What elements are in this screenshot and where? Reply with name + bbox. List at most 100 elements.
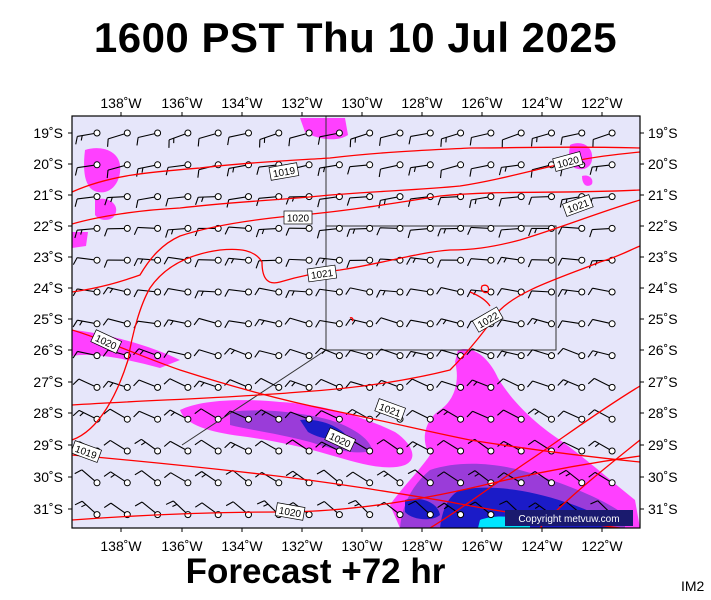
wind-barb — [376, 288, 404, 298]
wind-barb — [315, 256, 343, 266]
lat-label-left: 21˚S — [33, 187, 63, 203]
wind-barb — [284, 348, 313, 360]
isobar-label: 1021 — [306, 264, 338, 283]
wind-barb — [164, 472, 192, 487]
wind-barb — [136, 129, 162, 146]
wind-barb — [195, 193, 222, 205]
wind-barb — [254, 350, 283, 360]
wind-barb — [165, 161, 192, 176]
wind-barb — [316, 500, 343, 519]
wind-barb — [75, 129, 101, 145]
wind-barb — [587, 287, 616, 296]
wind-barb — [103, 439, 131, 455]
wind-barb — [466, 379, 495, 391]
wind-barb — [255, 224, 283, 238]
wind-barb — [497, 409, 525, 423]
lon-label-bottom: 128˚W — [401, 538, 443, 554]
wind-barb — [345, 287, 374, 296]
wind-barb — [345, 349, 374, 360]
wind-barb — [254, 287, 283, 296]
wind-barb — [134, 438, 162, 455]
wind-barb — [437, 193, 465, 206]
wind-barb — [378, 193, 404, 209]
wind-barb — [436, 380, 465, 391]
wind-barb — [527, 317, 555, 328]
page-title: 1600 PST Thu 10 Jul 2025 — [93, 14, 618, 61]
wind-barb — [376, 470, 404, 487]
wind-barb — [315, 319, 343, 328]
wind-barb — [224, 410, 252, 423]
wind-barb — [74, 161, 101, 176]
wind-barb — [498, 161, 525, 176]
wind-barb — [103, 471, 131, 487]
wind-barb — [527, 408, 555, 423]
lat-label-left: 29˚S — [33, 437, 63, 453]
wind-barb — [74, 224, 101, 239]
wind-barb — [436, 286, 465, 296]
wind-barb — [407, 469, 434, 487]
wind-barb — [227, 129, 252, 146]
copyright-text: Copyright metvuw.com — [518, 514, 619, 525]
wind-barb — [133, 348, 162, 360]
lon-label-top: 124˚W — [521, 95, 563, 111]
wind-barb — [194, 439, 222, 455]
rain-area — [582, 175, 593, 186]
wind-barb — [259, 129, 283, 148]
rain-area — [84, 148, 121, 193]
wind-barb — [437, 224, 465, 237]
isobar — [349, 317, 354, 322]
wind-barb — [589, 161, 616, 175]
wind-barb — [528, 471, 555, 487]
wind-barb — [193, 380, 222, 391]
wind-barb — [133, 256, 162, 267]
lon-label-bottom: 134˚W — [221, 538, 263, 554]
isobar — [72, 245, 640, 406]
wind-barb — [589, 224, 616, 238]
isobar — [72, 455, 640, 521]
wind-barb — [163, 409, 192, 423]
wind-barb — [254, 409, 283, 423]
wind-barb — [587, 318, 616, 328]
lon-label-top: 138˚W — [100, 95, 142, 111]
lon-label-bottom: 138˚W — [100, 538, 142, 554]
wind-barb — [254, 377, 283, 391]
wind-barb — [135, 193, 162, 208]
wind-barb — [587, 350, 616, 360]
lat-label-right: 21˚S — [648, 187, 678, 203]
wind-barb — [496, 378, 525, 391]
wind-barb — [497, 472, 525, 487]
wind-barb — [317, 161, 343, 177]
wind-barb — [163, 440, 192, 455]
isobar — [72, 146, 640, 193]
lat-label-left: 26˚S — [33, 342, 63, 358]
wind-barb — [194, 408, 222, 423]
rain-area — [72, 232, 88, 248]
isobar — [480, 284, 490, 294]
wind-barb — [496, 319, 525, 328]
wind-barb — [74, 193, 101, 207]
wind-barb — [346, 224, 374, 237]
wind-barb — [376, 439, 404, 455]
wind-barb — [102, 286, 131, 296]
wind-barb — [437, 502, 465, 519]
wind-barb — [72, 378, 101, 391]
wind-barb — [163, 350, 192, 360]
lon-label-top: 134˚W — [221, 95, 263, 111]
isobar — [72, 329, 640, 463]
wind-barb — [376, 224, 404, 236]
wind-barb — [557, 379, 586, 391]
wind-barb — [406, 256, 434, 265]
wind-barb — [74, 469, 101, 487]
lon-label-top: 122˚W — [581, 95, 623, 111]
wind-barb — [557, 347, 586, 360]
wind-barb — [440, 129, 465, 147]
lat-label-left: 20˚S — [33, 156, 63, 172]
lat-label-right: 22˚S — [648, 218, 678, 234]
wind-barb — [375, 348, 404, 360]
forecast-label: Forecast +72 hr — [0, 552, 711, 592]
wind-barb — [315, 441, 343, 455]
wind-barb — [405, 319, 434, 328]
wind-barb — [255, 471, 283, 487]
wind-barb — [254, 440, 283, 455]
wind-barb — [375, 317, 404, 328]
